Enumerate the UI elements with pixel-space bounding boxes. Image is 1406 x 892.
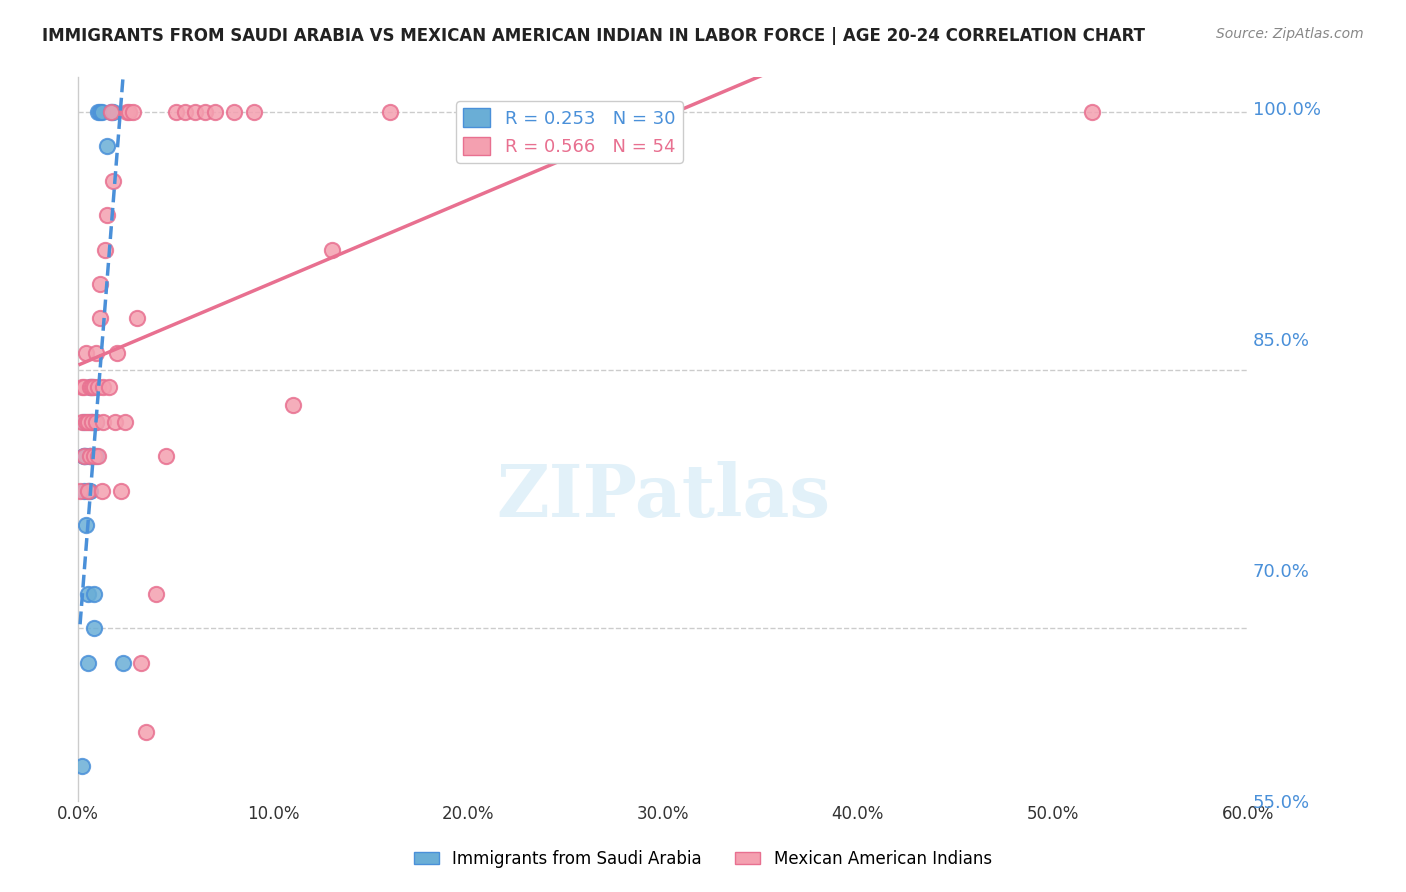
- Point: [80, 415, 103, 429]
- Point: [652, 104, 675, 119]
- Point: [114, 415, 136, 429]
- Point: [76, 483, 98, 498]
- Point: [1081, 104, 1104, 119]
- Point: [80, 380, 103, 394]
- Point: [80, 415, 103, 429]
- Point: [79, 449, 101, 463]
- Point: [165, 104, 187, 119]
- Point: [93, 415, 115, 429]
- Point: [75, 415, 97, 429]
- Point: [103, 104, 125, 119]
- Point: [79, 449, 101, 463]
- Point: [80, 380, 103, 394]
- Point: [281, 398, 304, 412]
- Point: [93, 380, 115, 394]
- Point: [378, 104, 401, 119]
- Point: [110, 483, 132, 498]
- Point: [121, 104, 143, 119]
- Point: [79, 380, 101, 394]
- Point: [105, 346, 128, 360]
- Point: [89, 311, 111, 326]
- Legend: R = 0.253   N = 30, R = 0.566   N = 54: R = 0.253 N = 30, R = 0.566 N = 54: [456, 101, 683, 163]
- Point: [79, 415, 101, 429]
- Point: [118, 104, 141, 119]
- Point: [115, 104, 138, 119]
- Point: [83, 587, 105, 601]
- Point: [73, 449, 96, 463]
- Point: [76, 587, 98, 601]
- Point: [76, 415, 98, 429]
- Point: [204, 104, 226, 119]
- Point: [135, 724, 157, 739]
- Point: [84, 415, 107, 429]
- Point: [83, 449, 105, 463]
- Point: [242, 104, 264, 119]
- Point: [84, 449, 107, 463]
- Point: [321, 243, 343, 257]
- Point: [84, 346, 107, 360]
- Point: [86, 104, 108, 119]
- Point: [89, 104, 111, 119]
- Point: [457, 104, 479, 119]
- Point: [70, 415, 93, 429]
- Point: [129, 656, 152, 670]
- Point: [222, 104, 245, 119]
- Point: [76, 483, 98, 498]
- Point: [94, 243, 117, 257]
- Point: [98, 380, 121, 394]
- Point: [73, 380, 96, 394]
- Point: [75, 449, 97, 463]
- Point: [79, 483, 101, 498]
- Point: [75, 346, 97, 360]
- Point: [73, 483, 96, 498]
- Point: [174, 104, 197, 119]
- Point: [79, 449, 101, 463]
- Text: IMMIGRANTS FROM SAUDI ARABIA VS MEXICAN AMERICAN INDIAN IN LABOR FORCE | AGE 20-: IMMIGRANTS FROM SAUDI ARABIA VS MEXICAN …: [42, 27, 1144, 45]
- Point: [84, 415, 107, 429]
- Point: [184, 104, 207, 119]
- Point: [90, 104, 112, 119]
- Point: [73, 449, 96, 463]
- Text: Source: ZipAtlas.com: Source: ZipAtlas.com: [1216, 27, 1364, 41]
- Point: [75, 518, 97, 533]
- Point: [69, 483, 91, 498]
- Point: [76, 656, 98, 670]
- Point: [111, 656, 134, 670]
- Point: [86, 380, 108, 394]
- Point: [145, 587, 167, 601]
- Point: [155, 449, 177, 463]
- Point: [73, 415, 96, 429]
- Legend: Immigrants from Saudi Arabia, Mexican American Indians: Immigrants from Saudi Arabia, Mexican Am…: [408, 844, 998, 875]
- Point: [70, 380, 93, 394]
- Point: [79, 380, 101, 394]
- Text: ZIPatlas: ZIPatlas: [496, 461, 830, 533]
- Point: [86, 449, 108, 463]
- Point: [83, 622, 105, 636]
- Point: [96, 208, 118, 222]
- Point: [89, 277, 111, 291]
- Point: [103, 174, 125, 188]
- Point: [194, 104, 217, 119]
- Point: [125, 311, 148, 326]
- Point: [104, 415, 127, 429]
- Point: [96, 139, 118, 153]
- Point: [70, 759, 93, 773]
- Point: [90, 483, 112, 498]
- Point: [83, 380, 105, 394]
- Point: [100, 104, 122, 119]
- Point: [73, 449, 96, 463]
- Point: [100, 104, 122, 119]
